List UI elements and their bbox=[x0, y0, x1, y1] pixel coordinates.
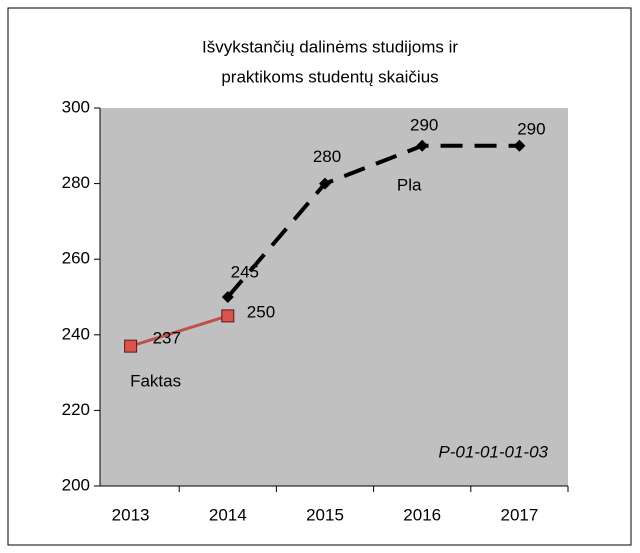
data-label: 237 bbox=[153, 329, 181, 348]
series-name: Faktas bbox=[130, 372, 181, 391]
annotation: P-01-01-01-03 bbox=[438, 442, 548, 461]
marker bbox=[416, 139, 429, 152]
chart-title: praktikoms studentų skaičius bbox=[221, 67, 438, 86]
data-label: 290 bbox=[517, 119, 545, 138]
x-tick-label: 2015 bbox=[306, 505, 344, 524]
y-tick-label: 200 bbox=[62, 475, 90, 494]
data-label: 290 bbox=[410, 115, 438, 134]
marker bbox=[513, 139, 526, 152]
data-label: 250 bbox=[247, 302, 275, 321]
marker bbox=[124, 339, 138, 353]
y-tick-label: 280 bbox=[62, 173, 90, 192]
series-name: Pla bbox=[397, 175, 422, 194]
series-line bbox=[226, 143, 520, 299]
plot-area bbox=[100, 108, 568, 486]
y-tick-label: 260 bbox=[62, 249, 90, 268]
data-label: 280 bbox=[313, 147, 341, 166]
chart-title: Išvykstančių dalinėms studijoms ir bbox=[202, 37, 458, 56]
x-tick-label: 2013 bbox=[112, 505, 150, 524]
series-line bbox=[130, 314, 229, 348]
marker bbox=[221, 309, 235, 323]
y-tick-label: 220 bbox=[62, 400, 90, 419]
x-tick-label: 2016 bbox=[403, 505, 441, 524]
y-tick-label: 240 bbox=[62, 324, 90, 343]
y-tick-label: 300 bbox=[62, 97, 90, 116]
x-tick-label: 2014 bbox=[209, 505, 247, 524]
x-tick-label: 2017 bbox=[500, 505, 538, 524]
marker bbox=[319, 177, 331, 190]
marker bbox=[221, 291, 234, 303]
